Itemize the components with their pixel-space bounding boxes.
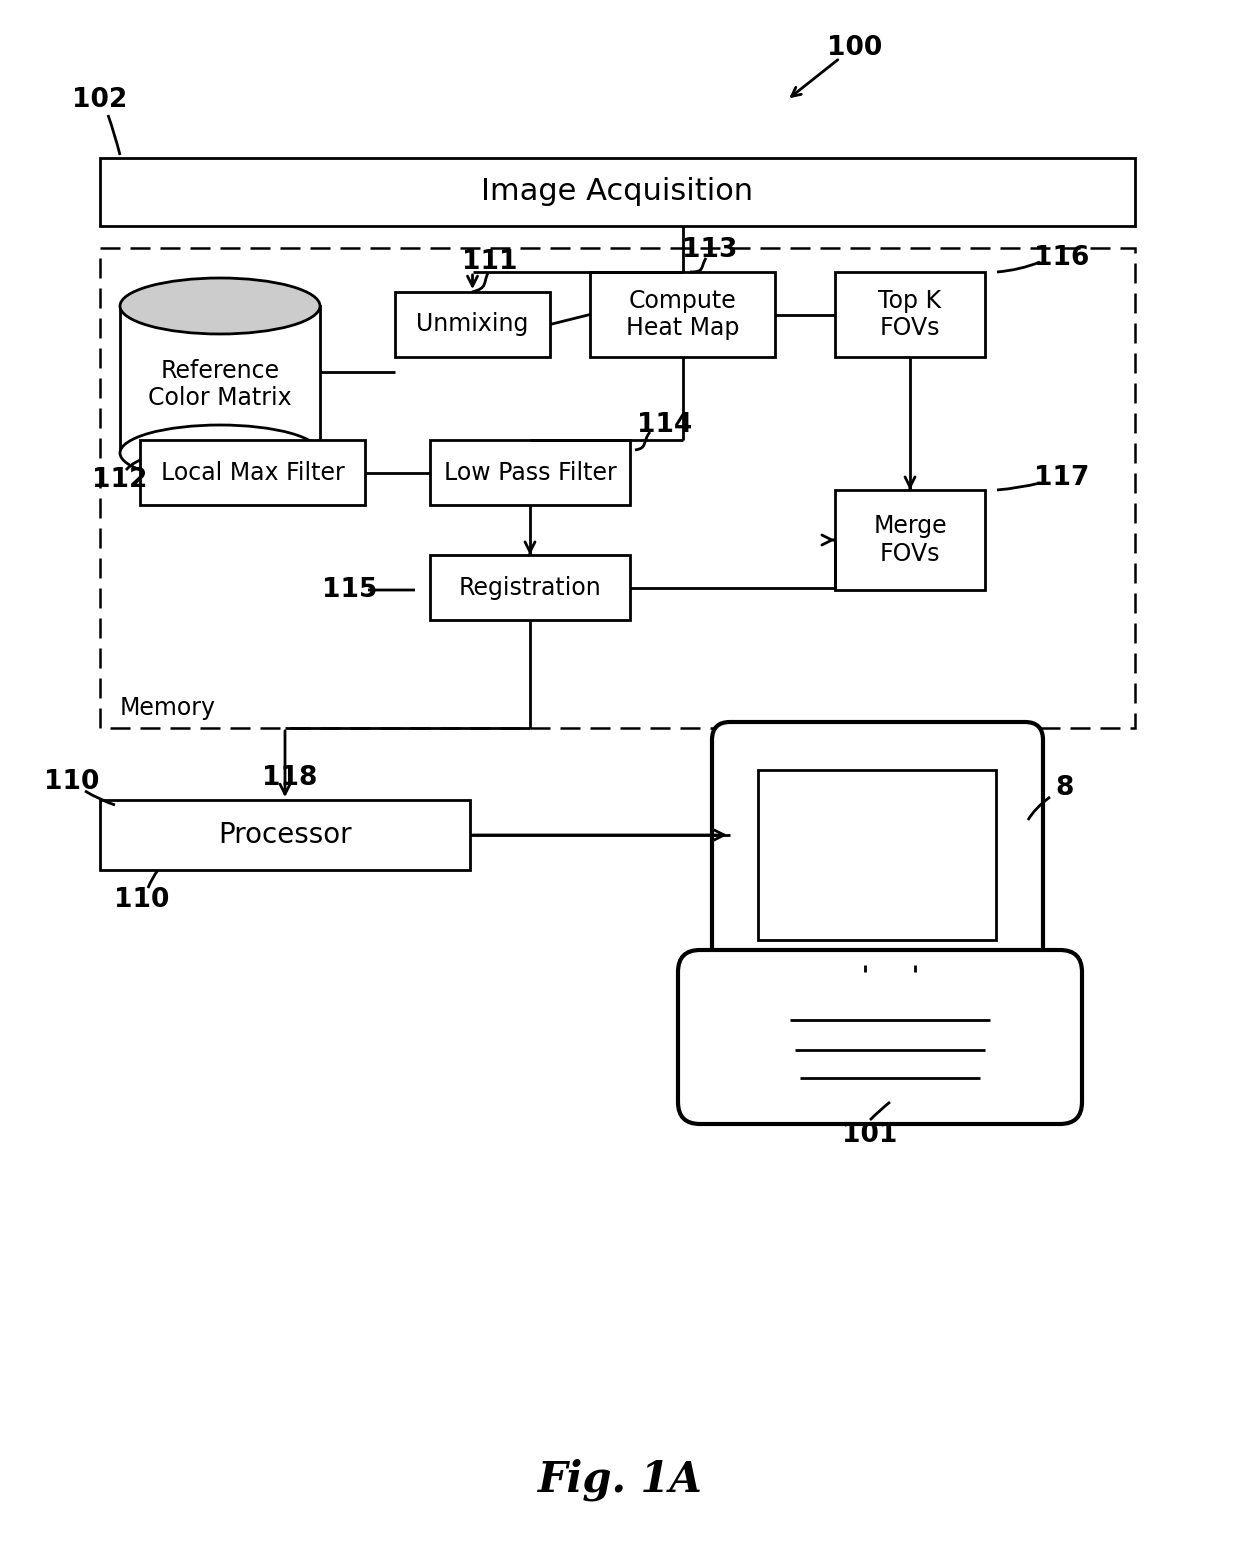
Text: Reference
Color Matrix: Reference Color Matrix — [149, 358, 291, 411]
Text: Processor: Processor — [218, 822, 352, 849]
Bar — [100, 248, 1135, 728]
Text: 113: 113 — [682, 237, 738, 264]
Bar — [396, 291, 551, 356]
Ellipse shape — [120, 277, 320, 333]
FancyBboxPatch shape — [712, 722, 1043, 983]
Text: Registration: Registration — [459, 575, 601, 600]
Text: 115: 115 — [322, 577, 378, 603]
Text: 111: 111 — [463, 250, 518, 274]
Text: Fig. 1A: Fig. 1A — [538, 1459, 702, 1502]
Text: 117: 117 — [1034, 465, 1090, 491]
Bar — [100, 800, 470, 870]
Text: 101: 101 — [842, 1122, 898, 1149]
Text: 100: 100 — [827, 36, 883, 60]
Text: Memory: Memory — [120, 696, 216, 721]
Text: Image Acquisition: Image Acquisition — [481, 178, 754, 206]
Polygon shape — [120, 305, 320, 453]
Text: Unmixing: Unmixing — [417, 313, 528, 336]
Ellipse shape — [120, 425, 320, 480]
Bar — [835, 490, 985, 591]
Bar — [430, 440, 630, 505]
Bar — [758, 770, 996, 939]
Text: 110: 110 — [114, 887, 170, 913]
Text: 114: 114 — [637, 412, 693, 439]
Text: Low Pass Filter: Low Pass Filter — [444, 460, 616, 485]
Text: 102: 102 — [72, 87, 128, 113]
Bar — [430, 555, 630, 620]
Text: 112: 112 — [92, 467, 148, 493]
Bar — [835, 271, 985, 356]
FancyBboxPatch shape — [678, 950, 1083, 1124]
Text: Top K
FOVs: Top K FOVs — [878, 288, 941, 341]
Bar — [100, 158, 1135, 226]
Bar — [140, 440, 365, 505]
Text: Merge
FOVs: Merge FOVs — [873, 515, 947, 566]
Text: 118: 118 — [263, 766, 317, 791]
Text: 8: 8 — [1055, 775, 1074, 801]
Text: 116: 116 — [1034, 245, 1090, 271]
Text: 110: 110 — [45, 769, 99, 795]
Text: Compute
Heat Map: Compute Heat Map — [626, 288, 739, 341]
Text: Local Max Filter: Local Max Filter — [161, 460, 345, 485]
Bar — [590, 271, 775, 356]
